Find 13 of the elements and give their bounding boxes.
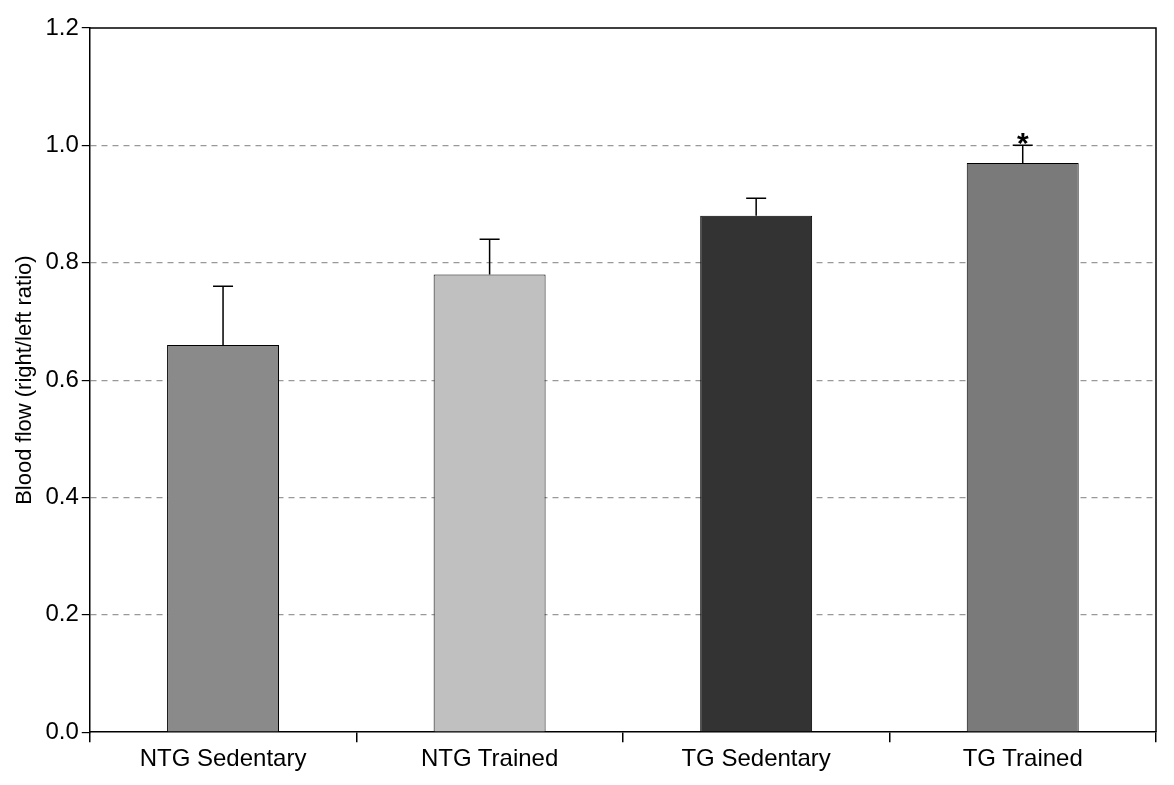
annotation: * [1016,125,1029,159]
y-tick-label: 1.0 [45,129,79,157]
y-tick-label: 0.0 [45,716,79,744]
x-tick-label: TG Sedentary [681,744,831,772]
x-tick-label: NTG Sedentary [139,744,307,772]
x-tick-label: TG Trained [962,744,1083,772]
x-tick-label: NTG Trained [420,744,559,772]
y-tick-label: 1.2 [45,12,79,40]
y-tick-label: 0.4 [45,482,79,510]
y-axis-title: Blood flow (right/left ratio) [11,255,37,505]
y-tick-label: 0.8 [45,247,79,275]
y-tick-label: 0.6 [45,364,79,392]
y-tick-label: 0.2 [45,599,79,627]
